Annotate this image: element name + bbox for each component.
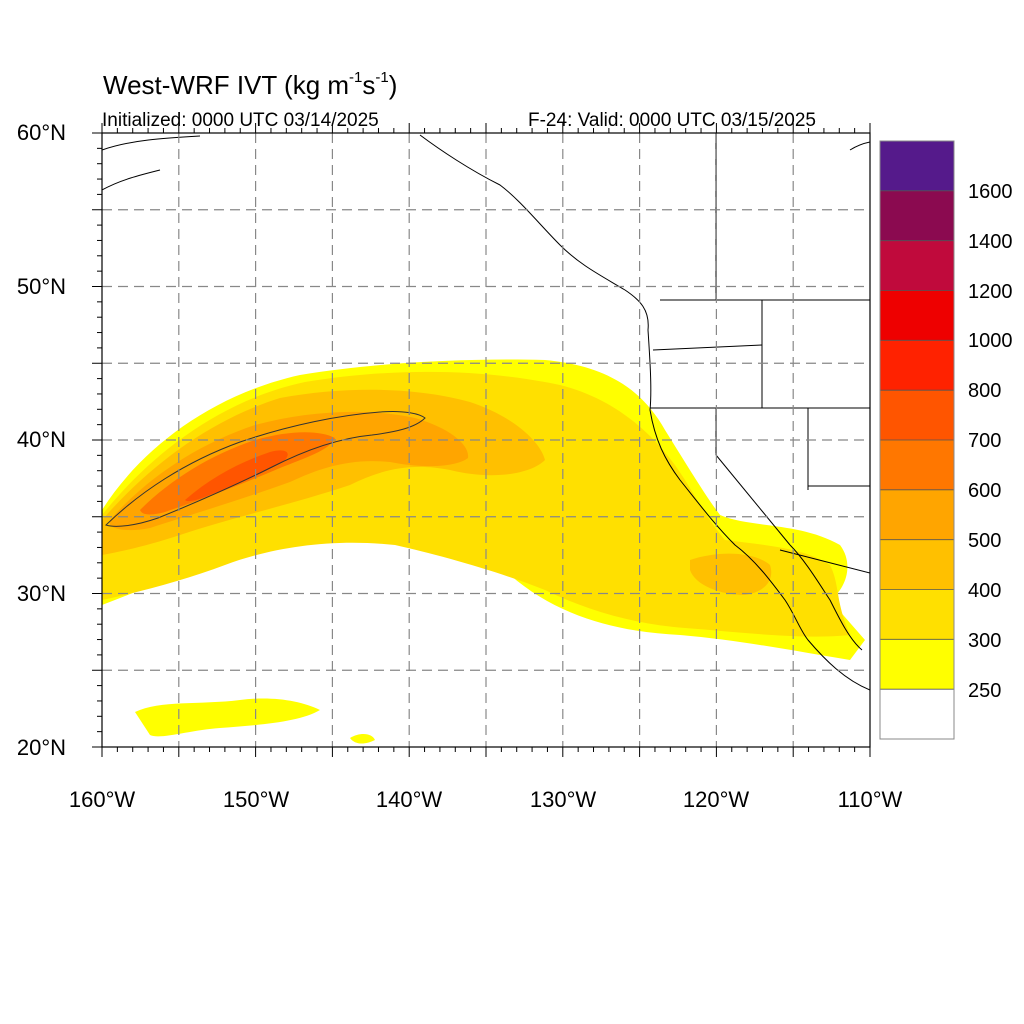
- map-title: West-WRF IVT (kg m-1s-1): [103, 69, 398, 100]
- colorbar-swatch: [880, 141, 954, 192]
- axis-ticks: [92, 123, 871, 757]
- colorbar-frame: [879, 140, 955, 740]
- colorbar-label-400: 400: [968, 580, 1001, 602]
- lat-label-50n: 50°N: [17, 274, 66, 299]
- colorbar-label-700: 700: [968, 430, 1001, 452]
- colorbar-swatch: [880, 639, 954, 690]
- colorbar-label-1400: 1400: [968, 231, 1013, 253]
- colorbar-swatch: [880, 240, 954, 291]
- lon-label-110w: 110°W: [838, 787, 903, 812]
- colorbar-swatch: [880, 290, 954, 341]
- coastline-outline: [102, 134, 870, 691]
- colorbar-label-1000: 1000: [968, 330, 1013, 352]
- ivt-shading: [102, 359, 865, 744]
- colorbar: [880, 141, 954, 740]
- ivt-500-contour-outline: [105, 411, 426, 527]
- valid-time-label: F-24: Valid: 0000 UTC 03/15/2025: [528, 110, 816, 131]
- colorbar-swatch: [880, 489, 954, 541]
- lat-label-20n: 20°N: [17, 735, 66, 760]
- colorbar-swatch: [880, 689, 954, 740]
- colorbar-label-500: 500: [968, 530, 1001, 552]
- lon-label-160w: 160°W: [69, 787, 136, 812]
- colorbar-label-600: 600: [968, 480, 1001, 502]
- colorbar-label-1600: 1600: [968, 181, 1013, 203]
- colorbar-swatch: [880, 390, 954, 441]
- lon-label-140w: 140°W: [376, 787, 443, 812]
- colorbar-swatch: [880, 440, 954, 491]
- colorbar-label-250: 250: [968, 680, 1001, 702]
- colorbar-label-300: 300: [968, 630, 1001, 652]
- lon-label-120w: 120°W: [683, 787, 750, 812]
- lat-label-30n: 30°N: [17, 581, 66, 606]
- colorbar-swatch: [880, 340, 954, 391]
- initialized-time-label: Initialized: 0000 UTC 03/14/2025: [102, 110, 379, 131]
- ivt-700-region: [185, 450, 288, 502]
- state-borders: [650, 133, 870, 574]
- lat-label-40n: 40°N: [17, 427, 66, 452]
- lat-lon-grid: [102, 133, 870, 747]
- lon-label-130w: 130°W: [530, 787, 597, 812]
- colorbar-label-1200: 1200: [968, 281, 1013, 303]
- lat-label-60n: 60°N: [17, 120, 66, 145]
- colorbar-label-800: 800: [968, 380, 1001, 402]
- ivt-subtropical-patches: [135, 698, 375, 744]
- lon-label-150w: 150°W: [223, 787, 290, 812]
- colorbar-swatch: [880, 539, 954, 590]
- colorbar-swatch: [880, 589, 954, 640]
- colorbar-swatch: [880, 190, 954, 242]
